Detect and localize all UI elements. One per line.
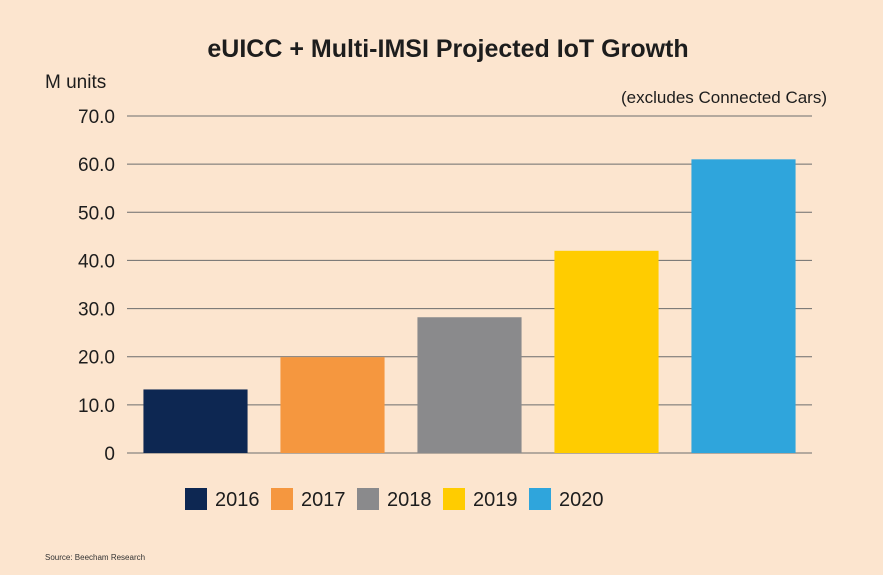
y-tick-label: 30.0 [78,300,115,321]
legend-swatch-2020 [529,488,551,510]
y-tick-label: 70.0 [78,107,115,128]
y-tick-label: 60.0 [78,155,115,176]
y-tick-label: 0 [104,444,115,465]
chart-title: eUICC + Multi-IMSI Projected IoT Growth [207,35,688,63]
bar-2017 [280,357,385,453]
legend-label-2018: 2018 [387,489,432,511]
legend-swatch-2016 [185,488,207,510]
bar-2018 [417,317,522,453]
legend-swatch-2019 [443,488,465,510]
source-note: Source: Beecham Research [45,553,145,562]
y-tick-label: 40.0 [78,251,115,272]
y-tick-labels: 0 10.0 20.0 30.0 40.0 50.0 60.0 70.0 [78,107,115,465]
y-axis-label: M units [45,72,106,93]
bar-2020 [691,159,796,454]
legend-label-2019: 2019 [473,489,518,511]
legend: 2016 2017 2018 2019 2020 [185,488,604,511]
chart-note: (excludes Connected Cars) [621,88,827,107]
legend-swatch-2017 [271,488,293,510]
bars [143,159,796,454]
legend-swatch-2018 [357,488,379,510]
bar-2016 [143,389,248,453]
legend-label-2017: 2017 [301,489,346,511]
y-tick-label: 20.0 [78,348,115,369]
legend-label-2020: 2020 [559,489,604,511]
legend-label-2016: 2016 [215,489,260,511]
bar-2019 [554,250,659,453]
y-tick-label: 10.0 [78,396,115,417]
y-tick-label: 50.0 [78,203,115,224]
